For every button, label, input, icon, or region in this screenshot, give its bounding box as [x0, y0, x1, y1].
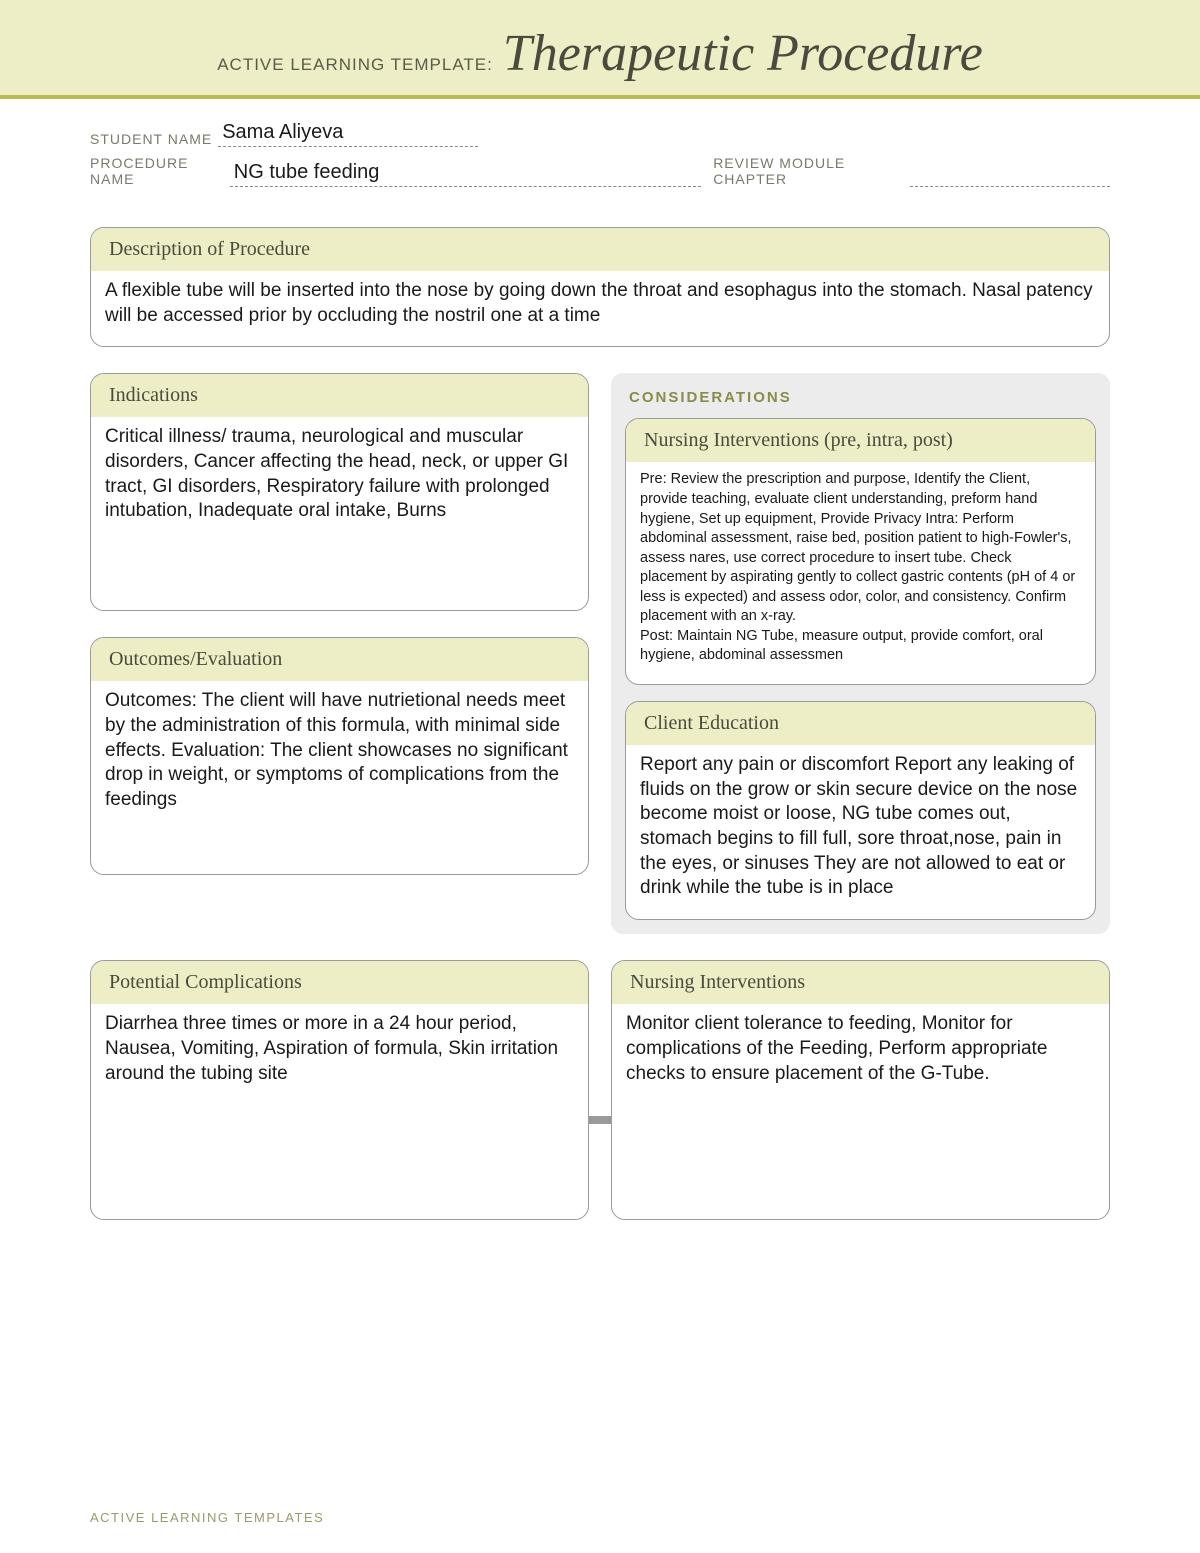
nursing-pre-body: Pre: Review the prescription and purpose…: [626, 462, 1095, 684]
indications-box: Indications Critical illness/ trauma, ne…: [90, 373, 589, 611]
complications-title: Potential Complications: [91, 961, 588, 1004]
description-title: Description of Procedure: [91, 228, 1109, 271]
considerations-panel: CONSIDERATIONS Nursing Interventions (pr…: [611, 373, 1110, 934]
complications-body: Diarrhea three times or more in a 24 hou…: [91, 1004, 588, 1104]
nursing-int-title: Nursing Interventions: [612, 961, 1109, 1004]
nursing-int-body: Monitor client tolerance to feeding, Mon…: [612, 1004, 1109, 1104]
considerations-label: CONSIDERATIONS: [629, 389, 1096, 406]
nursing-pre-title: Nursing Interventions (pre, intra, post): [626, 419, 1095, 462]
complications-box: Potential Complications Diarrhea three t…: [90, 960, 589, 1220]
content-area: Description of Procedure A flexible tube…: [0, 197, 1200, 1220]
outcomes-box: Outcomes/Evaluation Outcomes: The client…: [90, 637, 589, 875]
outcomes-body: Outcomes: The client will have nutrietio…: [91, 681, 588, 830]
indications-title: Indications: [91, 374, 588, 417]
indications-body: Critical illness/ trauma, neurological a…: [91, 417, 588, 542]
description-box: Description of Procedure A flexible tube…: [90, 227, 1110, 347]
procedure-name-label: PROCEDURE NAME: [90, 155, 224, 187]
meta-section: STUDENT NAME Sama Aliyeva PROCEDURE NAME…: [0, 99, 1200, 197]
description-body: A flexible tube will be inserted into th…: [91, 271, 1109, 346]
banner: ACTIVE LEARNING TEMPLATE: Therapeutic Pr…: [0, 0, 1200, 99]
student-name-label: STUDENT NAME: [90, 131, 212, 147]
review-module-label: REVIEW MODULE CHAPTER: [713, 155, 904, 187]
student-name-value: Sama Aliyeva: [218, 121, 478, 147]
bottom-row: Potential Complications Diarrhea three t…: [90, 960, 1110, 1220]
outcomes-title: Outcomes/Evaluation: [91, 638, 588, 681]
banner-label: ACTIVE LEARNING TEMPLATE:: [217, 55, 493, 75]
page: ACTIVE LEARNING TEMPLATE: Therapeutic Pr…: [0, 0, 1200, 1553]
connector: [589, 960, 611, 1220]
nursing-pre-box: Nursing Interventions (pre, intra, post)…: [625, 418, 1096, 685]
review-module-value: [910, 184, 1110, 187]
client-ed-title: Client Education: [626, 702, 1095, 745]
procedure-name-value: NG tube feeding: [230, 161, 701, 187]
client-ed-body: Report any pain or discomfort Report any…: [626, 745, 1095, 919]
banner-title: Therapeutic Procedure: [503, 24, 983, 83]
connector-line: [589, 1116, 611, 1124]
client-ed-box: Client Education Report any pain or disc…: [625, 701, 1096, 920]
nursing-int-box: Nursing Interventions Monitor client tol…: [611, 960, 1110, 1220]
footer-text: ACTIVE LEARNING TEMPLATES: [90, 1510, 324, 1525]
